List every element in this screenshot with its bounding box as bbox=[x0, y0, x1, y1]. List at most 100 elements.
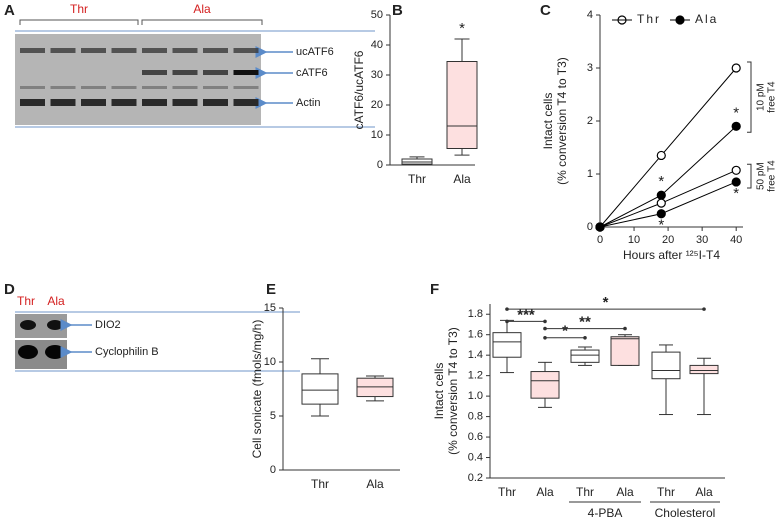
band bbox=[172, 70, 198, 75]
band bbox=[20, 48, 45, 53]
y-tick-label: 1.8 bbox=[468, 308, 483, 320]
y-tick-label: 20 bbox=[371, 99, 383, 111]
panel-label: F bbox=[430, 281, 439, 298]
comparison-end bbox=[543, 319, 547, 324]
box bbox=[356, 377, 394, 398]
y-tick-label: 40 bbox=[371, 39, 383, 51]
band bbox=[45, 345, 65, 359]
comparison-label: * bbox=[562, 323, 568, 340]
band bbox=[142, 48, 167, 53]
point bbox=[731, 165, 741, 175]
y-tick-label: 0 bbox=[270, 464, 276, 476]
band bbox=[20, 86, 45, 89]
comparison-label: * bbox=[603, 294, 609, 311]
point bbox=[656, 198, 666, 208]
group-label: 4-PBA bbox=[588, 506, 623, 520]
band-label: Actin bbox=[296, 97, 320, 109]
panel-label: A bbox=[4, 2, 15, 19]
y-axis-label: cATF6/ucATF6 bbox=[352, 50, 366, 129]
band bbox=[81, 48, 106, 53]
point bbox=[731, 177, 741, 187]
lane-label: Thr bbox=[70, 2, 88, 16]
band bbox=[50, 48, 76, 53]
bracket-label: 10 pM bbox=[756, 83, 767, 111]
band bbox=[20, 99, 45, 106]
annotation: * bbox=[658, 217, 664, 234]
x-tick-label: Ala bbox=[695, 485, 713, 499]
y-axis-label: (% conversion T4 to T3) bbox=[555, 57, 569, 185]
blot-a: A Thr Ala ucATF6 cATF6 Actin bbox=[4, 2, 375, 128]
x-axis-label: Hours after ¹²⁵I-T4 bbox=[623, 248, 720, 262]
bracket-label: free T4 bbox=[767, 81, 778, 113]
comparison-end bbox=[505, 319, 509, 324]
comparison-end bbox=[543, 335, 547, 340]
y-axis-label: (% conversion T4 to T3) bbox=[446, 327, 460, 455]
comparison-end bbox=[702, 307, 706, 311]
band bbox=[172, 48, 198, 53]
lane-label: Ala bbox=[47, 294, 65, 308]
y-tick-label: 10 bbox=[264, 356, 276, 368]
point bbox=[656, 190, 666, 200]
x-tick-label: Ala bbox=[616, 485, 634, 499]
x-tick-label: Thr bbox=[576, 485, 594, 499]
band bbox=[18, 345, 38, 359]
y-tick-label: 1.6 bbox=[468, 329, 483, 341]
band bbox=[111, 99, 137, 106]
y-axis-label: Cell sonicate (fmols/mg/h) bbox=[250, 320, 264, 459]
y-tick-label: 2 bbox=[587, 115, 593, 127]
legend-label: Ala bbox=[695, 12, 718, 26]
annotation: * bbox=[658, 173, 664, 190]
band bbox=[203, 86, 228, 89]
box bbox=[446, 61, 478, 149]
legend-label: Thr bbox=[637, 12, 661, 26]
annotation: * bbox=[733, 104, 739, 121]
y-tick-label: 15 bbox=[264, 302, 276, 314]
panel-label: D bbox=[4, 281, 15, 298]
line bbox=[599, 169, 737, 228]
point bbox=[656, 209, 666, 219]
band bbox=[233, 86, 259, 89]
x-tick-label: 20 bbox=[662, 234, 674, 246]
band bbox=[47, 320, 63, 330]
y-tick-label: 1 bbox=[587, 168, 593, 180]
lane-label: Ala bbox=[193, 2, 211, 16]
y-tick-label: 0.6 bbox=[468, 431, 483, 443]
x-tick-label: Thr bbox=[408, 172, 426, 186]
band-label: ucATF6 bbox=[296, 46, 334, 58]
band bbox=[233, 48, 259, 53]
point bbox=[595, 222, 605, 232]
y-tick-label: 30 bbox=[371, 69, 383, 81]
bracket bbox=[747, 163, 752, 189]
y-tick-label: 0 bbox=[377, 159, 383, 171]
line bbox=[599, 67, 737, 228]
x-tick-label: Thr bbox=[498, 485, 516, 499]
y-axis-label: Intact cells bbox=[432, 363, 446, 420]
panel-label: E bbox=[266, 281, 276, 298]
x-tick-label: Ala bbox=[453, 172, 471, 186]
band bbox=[203, 70, 228, 75]
y-tick-label: 1.0 bbox=[468, 390, 483, 402]
comparison-end bbox=[623, 326, 627, 331]
bracket bbox=[747, 61, 752, 133]
box bbox=[492, 332, 522, 358]
comparison-label: *** bbox=[517, 306, 535, 323]
panel-label: B bbox=[392, 2, 403, 19]
y-tick-label: 5 bbox=[270, 410, 276, 422]
y-tick-label: 1.4 bbox=[468, 349, 483, 361]
y-tick-label: 1.2 bbox=[468, 370, 483, 382]
comparison-end bbox=[505, 307, 509, 311]
comparison-end bbox=[543, 326, 547, 331]
point bbox=[731, 63, 741, 73]
lane-label: Thr bbox=[17, 294, 35, 308]
point bbox=[656, 150, 666, 161]
box bbox=[651, 351, 681, 380]
x-tick-label: Ala bbox=[536, 485, 554, 499]
blot-d: D Thr Ala DIO2 Cyclophilin B bbox=[4, 281, 300, 372]
band-label: Cyclophilin B bbox=[95, 346, 159, 358]
line bbox=[599, 125, 737, 228]
point bbox=[731, 121, 741, 131]
panel-label: C bbox=[540, 2, 551, 19]
y-tick-label: 50 bbox=[371, 9, 383, 21]
box bbox=[610, 336, 640, 366]
